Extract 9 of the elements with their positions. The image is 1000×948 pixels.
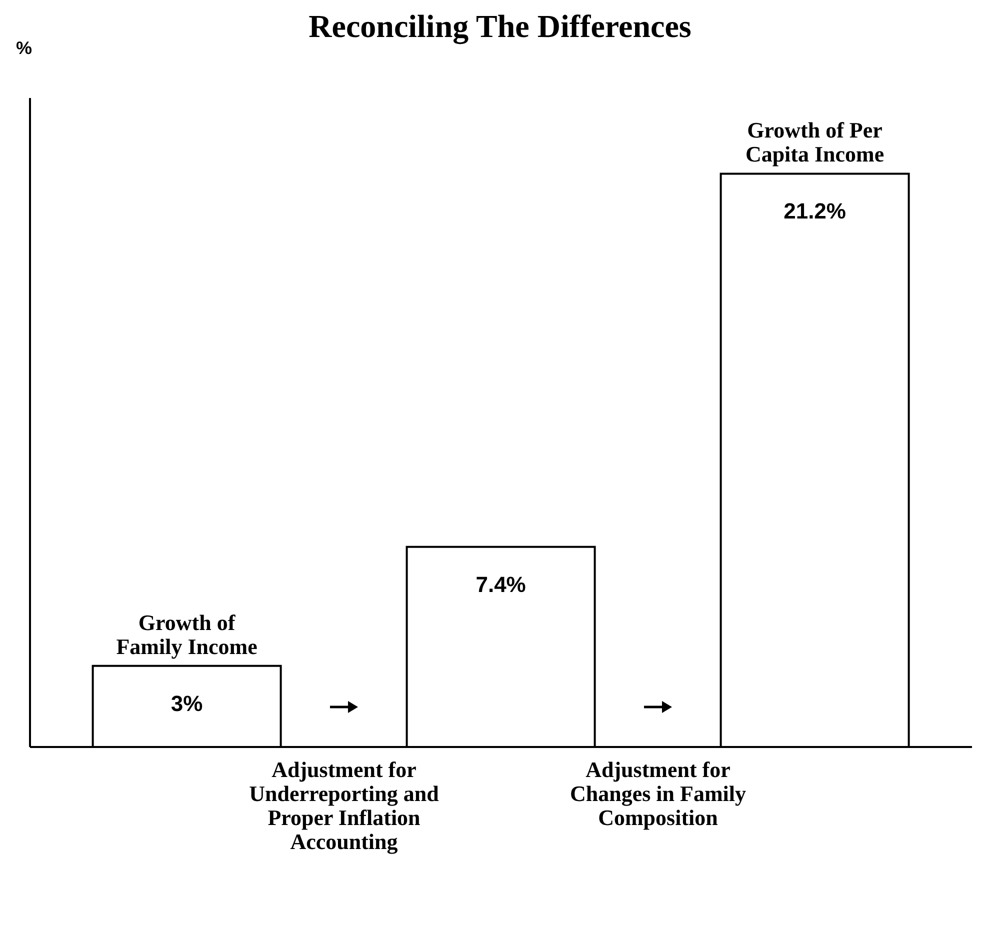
- chart-title: Reconciling The Differences: [308, 8, 692, 44]
- text: Adjustment for Changes in Family Composition: [568, 757, 748, 830]
- y-axis-title: %: [16, 38, 32, 59]
- data-label: 7.4%: [476, 572, 526, 597]
- x-tick-label: Growth of Family Income: [116, 610, 258, 659]
- data-label: 21.2%: [784, 198, 846, 224]
- data-label: 3%: [170, 690, 203, 716]
- x-tick-label: Growth of Per Capita Income: [745, 118, 884, 167]
- text: Adjustment for Underreporting and Proper Inflation Accounting: [248, 757, 440, 854]
